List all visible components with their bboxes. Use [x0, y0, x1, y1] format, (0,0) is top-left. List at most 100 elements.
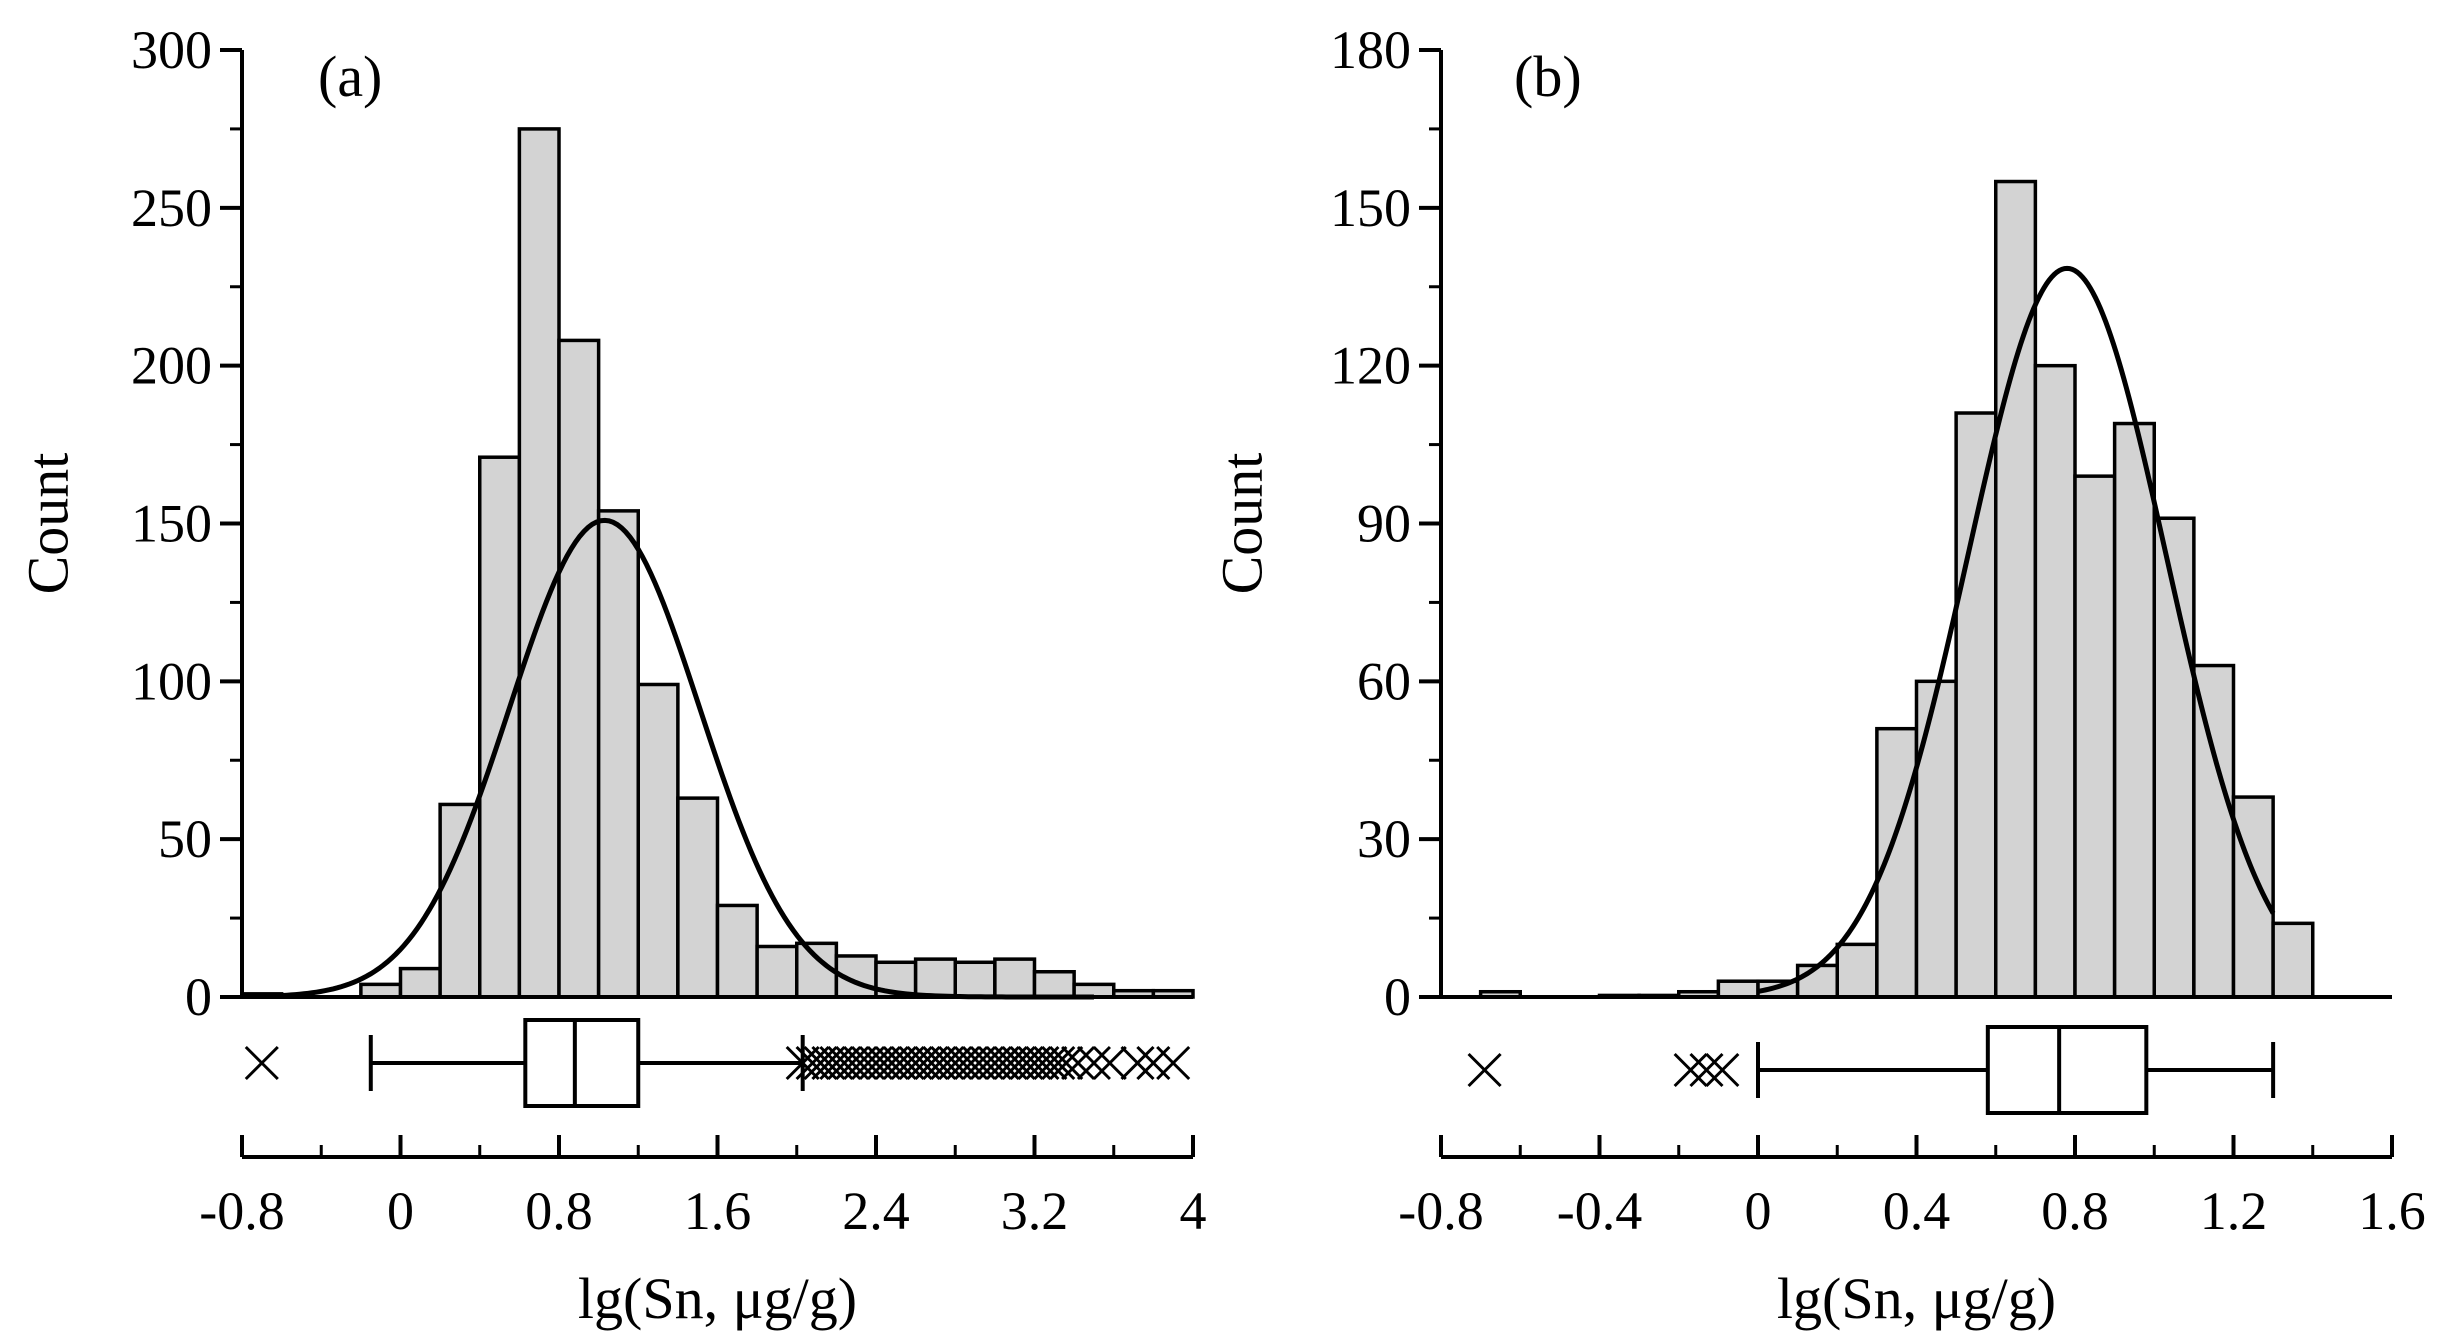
- outlier-marker: [1705, 1052, 1740, 1088]
- outlier-marker: [954, 1045, 989, 1081]
- histogram-bar: [438, 802, 482, 999]
- outlier-marker: [1076, 1045, 1112, 1081]
- x-tick-label: 0.8: [2041, 1181, 2109, 1241]
- outlier-marker: [1033, 1045, 1068, 1081]
- histogram-bar: [2271, 921, 2315, 999]
- histogram-bar: [913, 957, 957, 999]
- iqr-box: [1985, 1025, 2149, 1115]
- outlier-marker: [1092, 1045, 1127, 1081]
- panel-a: 0 50 100 150 200 250 300 Count (a) -0.8 0 0.8 1.6 2.4…: [16, 20, 1207, 1331]
- x-tick-label: 2.4: [842, 1181, 910, 1241]
- outlier-marker: [858, 1045, 894, 1081]
- histogram-bar: [2073, 474, 2117, 999]
- y-tick-label: 100: [131, 651, 212, 711]
- outlier-marker: [882, 1045, 917, 1081]
- x-tick-label: 0: [387, 1181, 414, 1241]
- x-tick-label: 1.6: [2358, 1181, 2426, 1241]
- outlier-marker: [977, 1045, 1012, 1081]
- histogram-bar: [1954, 411, 1998, 999]
- x-tick-label: -0.8: [1398, 1181, 1483, 1241]
- outlier-marker: [922, 1045, 957, 1081]
- y-tick-label: 150: [131, 494, 212, 554]
- histogram-bar: [1994, 179, 2038, 999]
- histogram-bar: [1875, 726, 1919, 999]
- x-axis-title: lg(Sn, μg/g): [1777, 1266, 2056, 1331]
- outlier-marker: [914, 1045, 949, 1081]
- outlier-marker: [1041, 1045, 1076, 1081]
- histogram-bar: [993, 957, 1037, 999]
- y-tick-label: 0: [185, 967, 212, 1027]
- histogram-bar: [596, 509, 640, 999]
- histogram-bar: [715, 903, 759, 999]
- outlier-marker: [985, 1045, 1020, 1081]
- outlier-marker: [851, 1045, 886, 1081]
- outlier-marker: [1689, 1052, 1724, 1088]
- histogram-bar: [517, 127, 561, 999]
- outlier-marker: [906, 1045, 941, 1081]
- histogram-bar: [478, 455, 522, 999]
- histogram-bar: [2192, 663, 2236, 999]
- outlier-marker: [1001, 1045, 1036, 1081]
- outlier-marker: [843, 1045, 878, 1081]
- x-tick-label: -0.8: [199, 1181, 284, 1241]
- y-tick-label: 60: [1357, 651, 1411, 711]
- iqr-box: [523, 1018, 641, 1108]
- histogram-bar: [1795, 963, 1839, 999]
- panel-label: (a): [318, 44, 382, 109]
- outlier-marker: [811, 1045, 846, 1081]
- outlier-marker: [1467, 1052, 1502, 1088]
- y-tick-label: 120: [1330, 336, 1411, 396]
- histogram-bar: [1914, 679, 1958, 999]
- x-tick-label: 1.2: [2200, 1181, 2268, 1241]
- histogram-bar: [557, 338, 601, 999]
- x-tick-label: 1.6: [684, 1181, 752, 1241]
- y-tick-label: 300: [131, 20, 212, 80]
- histogram-bar: [1032, 969, 1076, 999]
- y-tick-label: 30: [1357, 809, 1411, 869]
- outlier-marker: [1156, 1045, 1191, 1081]
- x-axis-title: lg(Sn, μg/g): [578, 1266, 857, 1331]
- x-tick-label: 0.8: [525, 1181, 593, 1241]
- y-tick-label: 0: [1384, 967, 1411, 1027]
- histogram-bar: [2033, 363, 2077, 999]
- histogram-bar: [1835, 942, 1879, 999]
- outlier-marker: [827, 1045, 862, 1081]
- outlier-marker: [890, 1045, 925, 1081]
- outlier-marker: [946, 1045, 981, 1081]
- outlier-marker: [1673, 1052, 1708, 1088]
- outlier-marker: [835, 1045, 870, 1081]
- outlier-marker: [785, 1045, 820, 1081]
- x-tick-label: 0: [1745, 1181, 1772, 1241]
- outlier-marker: [993, 1045, 1028, 1081]
- outlier-marker: [1025, 1045, 1060, 1081]
- outlier-marker: [819, 1045, 854, 1081]
- outlier-marker: [244, 1045, 279, 1081]
- outlier-marker: [803, 1045, 838, 1081]
- x-tick-label: 0.4: [1883, 1181, 1951, 1241]
- y-axis-title: Count: [16, 453, 81, 595]
- normal-fit-curve: [1757, 265, 2276, 994]
- y-tick-label: 150: [1330, 178, 1411, 238]
- outlier-marker: [961, 1045, 997, 1081]
- outlier-marker: [866, 1045, 901, 1081]
- outlier-marker: [1009, 1045, 1044, 1081]
- x-tick-label: 4: [1180, 1181, 1207, 1241]
- y-tick-label: 250: [131, 178, 212, 238]
- panel-b: 0 30 60 90 120 150 180 Count (b) -0.8 -0.4 0 0.4 0.8 1…: [1210, 20, 2426, 1331]
- outlier-marker: [1136, 1045, 1171, 1081]
- outlier-marker: [969, 1045, 1005, 1081]
- outlier-marker: [1017, 1045, 1052, 1081]
- histogram-bar: [953, 960, 997, 999]
- histogram-bar: [676, 796, 720, 999]
- histogram-bar: [1716, 979, 1760, 999]
- outlier-marker: [1120, 1045, 1155, 1081]
- histogram-bar: [2112, 421, 2156, 999]
- y-tick-label: 180: [1330, 20, 1411, 80]
- histogram-bar: [755, 944, 799, 999]
- outlier-marker: [938, 1045, 973, 1081]
- histogram-bar: [636, 682, 680, 999]
- panel-label: (b): [1514, 44, 1582, 109]
- y-tick-label: 200: [131, 336, 212, 396]
- y-axis-title: Count: [1210, 453, 1275, 595]
- outlier-marker: [795, 1045, 830, 1081]
